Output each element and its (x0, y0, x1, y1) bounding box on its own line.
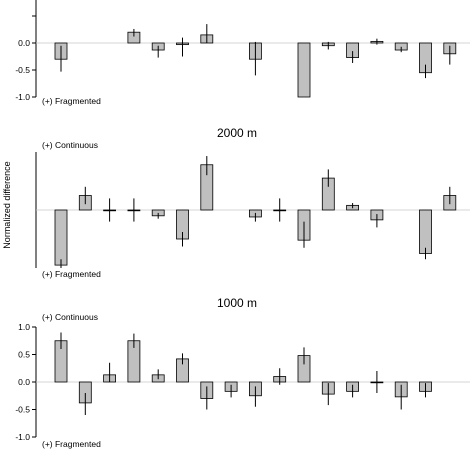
panel-2000m: 2000 m Normalized difference (+) Continu… (2, 126, 470, 279)
annotation-continuous: (+) Continuous (42, 312, 98, 322)
y-tick-label: 0.0 (18, 38, 30, 48)
y-tick-label: -0.5 (15, 405, 30, 415)
bar (54, 209, 68, 266)
panel-top: 0.0 -0.5 -1.0 (+) Fragmented (15, 0, 470, 106)
bar (297, 42, 311, 98)
y-tick-label: 0.0 (18, 377, 30, 387)
panel-1000m: 1000 m 1.0 0.5 0.0 -0.5 -1.0 (+) Continu… (15, 296, 470, 449)
y-tick-label: -0.5 (15, 65, 30, 75)
y-tick-label: -1.0 (15, 92, 30, 102)
y-tick-label: 0.5 (18, 350, 30, 360)
panel-title: 2000 m (217, 126, 257, 140)
y-tick-label: -1.0 (15, 432, 30, 442)
y-axis-label: Normalized difference (2, 161, 12, 248)
bar (419, 209, 432, 254)
bar-group (54, 156, 457, 268)
annotation-continuous: (+) Continuous (42, 140, 98, 150)
annotation-fragmented: (+) Fragmented (42, 439, 101, 449)
bar-group (54, 332, 432, 415)
bar-group (54, 24, 457, 98)
y-tick-label: 1.0 (18, 322, 30, 332)
panel-title: 1000 m (217, 296, 257, 310)
annotation-fragmented: (+) Fragmented (42, 269, 101, 279)
annotation-fragmented: (+) Fragmented (42, 96, 101, 106)
